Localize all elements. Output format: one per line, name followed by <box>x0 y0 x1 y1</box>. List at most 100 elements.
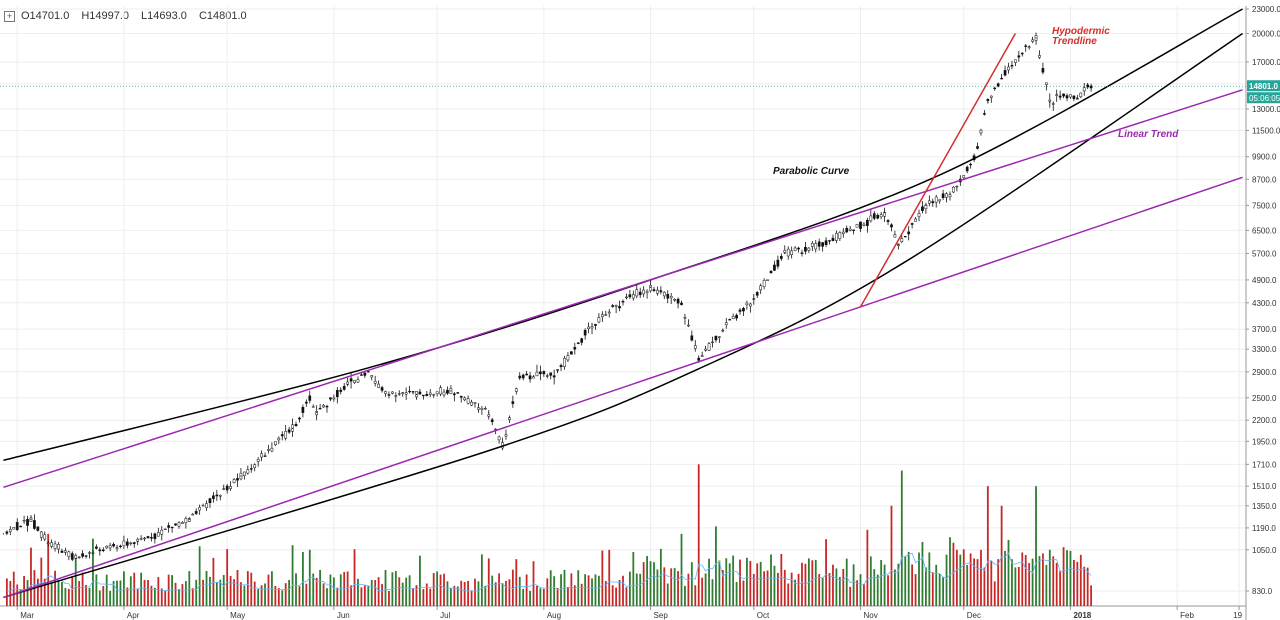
volume-bar <box>374 580 377 606</box>
price-candles <box>5 32 1093 562</box>
candle-body <box>835 232 838 241</box>
volume-bar <box>43 578 46 606</box>
volume-bar <box>267 574 270 606</box>
volume-bar <box>876 574 879 606</box>
candle-body <box>201 505 205 507</box>
time-tag-text: 05:06:05 <box>1249 94 1280 103</box>
candle-body <box>411 391 415 393</box>
candle-body <box>989 95 993 98</box>
price-point <box>557 371 559 373</box>
candle-body <box>866 220 869 226</box>
volume-bar <box>453 585 456 606</box>
volume-bar <box>1000 505 1003 606</box>
volume-bar <box>319 569 322 606</box>
volume-bar <box>670 568 673 606</box>
candle-body <box>711 341 714 344</box>
candle-body <box>532 376 535 379</box>
price-point <box>897 243 899 246</box>
candle-body <box>831 237 835 241</box>
x-axis: Mar Apr May Jun Jul Aug Sep Oct Nov Dec 2018 Feb 19 <box>16 606 1243 620</box>
price-point <box>649 286 652 288</box>
price-point <box>591 323 593 326</box>
volume-bar <box>732 555 735 606</box>
candle-body <box>983 113 986 115</box>
volume-bar <box>92 538 94 606</box>
volume-bar <box>522 588 525 606</box>
volume-bar <box>918 552 920 606</box>
candle-body <box>749 303 752 307</box>
candle-body <box>514 388 518 392</box>
price-point <box>316 411 318 414</box>
volume-bar <box>1017 567 1020 606</box>
candle-body <box>370 375 374 378</box>
volume-bar <box>384 570 387 606</box>
volume-bar <box>718 560 721 606</box>
candle-body <box>126 541 129 546</box>
candle-body <box>962 175 966 178</box>
volume-bar <box>1083 566 1086 606</box>
candle-body <box>563 358 566 367</box>
candle-body <box>452 393 456 396</box>
parabolic-curve-upper <box>3 8 1243 462</box>
candle-body <box>948 194 952 198</box>
grid <box>0 6 1246 606</box>
price-point <box>1035 37 1037 39</box>
candle-body <box>604 314 608 316</box>
candle-body <box>1089 85 1093 89</box>
candle-body <box>945 193 948 198</box>
volume-bar <box>587 575 590 606</box>
price-point <box>1062 95 1065 97</box>
candle-body <box>418 391 422 395</box>
volume-bar <box>573 585 576 606</box>
y-tick-label: 2200.0 <box>1252 416 1277 425</box>
volume-bar <box>429 588 432 606</box>
volume-bar <box>763 571 766 606</box>
volume-bar <box>209 576 211 606</box>
candle-body <box>304 401 308 404</box>
candle-body <box>921 206 924 211</box>
candle-body <box>387 394 391 396</box>
volume-bar <box>298 586 301 606</box>
y-tick-label: 17000.0 <box>1252 58 1280 67</box>
volume-bar <box>260 585 263 606</box>
volume-bar <box>129 576 132 606</box>
volume-bar <box>164 590 167 606</box>
volume-bar <box>1028 563 1031 606</box>
candle-body <box>404 392 408 395</box>
volume-bar <box>553 576 556 606</box>
candle-body <box>263 455 267 457</box>
volume-bar <box>246 571 249 606</box>
candle-body <box>439 387 442 395</box>
volume-bar <box>116 580 118 606</box>
volume-bar <box>997 559 1000 606</box>
volume-bar <box>1004 550 1006 606</box>
y-tick-label: 5700.0 <box>1252 249 1277 258</box>
volume-bar <box>708 558 710 606</box>
candle-body <box>1072 95 1076 99</box>
candle-body <box>67 551 71 557</box>
candle-body <box>979 129 983 134</box>
volume-bar <box>505 580 507 606</box>
candle-body <box>480 407 484 410</box>
candle-body <box>735 314 738 319</box>
candle-body <box>587 326 590 330</box>
expand-icon[interactable] <box>4 10 15 22</box>
candle-body <box>377 383 380 388</box>
candle-body <box>969 163 972 166</box>
candle-body <box>828 240 831 242</box>
volume-bar <box>656 569 659 606</box>
candle-body <box>50 542 53 547</box>
volume-bar <box>1014 567 1017 606</box>
candle-body <box>656 289 659 294</box>
volume-bar <box>474 578 476 606</box>
candle-body <box>95 546 98 549</box>
volume-bar <box>628 571 631 606</box>
price-point <box>680 302 683 304</box>
candle-body <box>965 166 969 172</box>
price-point <box>415 393 418 395</box>
volume-bar <box>852 564 855 606</box>
candle-body <box>762 280 766 287</box>
candle-body <box>349 378 353 382</box>
volume-bar <box>226 549 229 606</box>
